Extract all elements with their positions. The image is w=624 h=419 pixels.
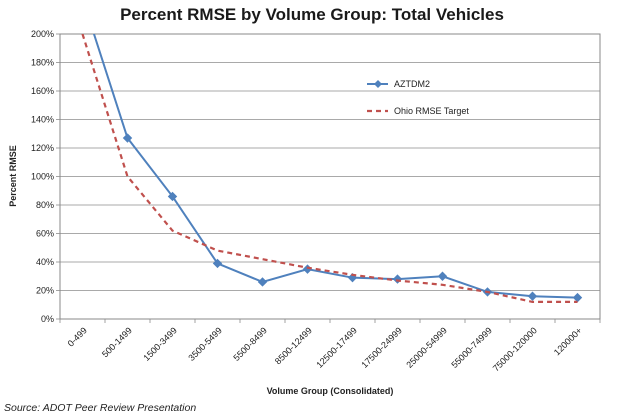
data-point (527, 291, 538, 301)
y-tick-label: 40% (36, 257, 54, 267)
chart-title: Percent RMSE by Volume Group: Total Vehi… (120, 5, 504, 24)
y-tick-label: 200% (31, 29, 54, 39)
source-caption: Source: ADOT Peer Review Presentation (4, 402, 197, 414)
x-tick-label: 25000-54999 (404, 325, 449, 370)
y-axis-ticks: 0% 20% 40% 60% 80% 100% 120% 140% 160% 180% 200% (31, 29, 60, 324)
x-axis-label: Volume Group (Consolidated) (267, 386, 394, 396)
x-tick-label: 17500-24999 (359, 325, 404, 370)
data-point (257, 277, 268, 287)
y-tick-label: 80% (36, 200, 54, 210)
data-point (122, 133, 133, 143)
x-tick-label: 5500-8499 (231, 325, 269, 363)
data-point (79, 0, 87, 2)
series-line-aztdm2 (92, 34, 578, 299)
legend-label: AZTDM2 (394, 79, 430, 89)
x-tick-label: 1500-3499 (141, 325, 179, 363)
x-tick-label: 12500-17499 (314, 325, 359, 370)
y-tick-label: 140% (31, 115, 54, 125)
x-axis-ticks: 0-499 500-1499 1500-3499 3500-5499 5500-8499… (59, 319, 601, 373)
data-point (437, 271, 448, 281)
data-point (392, 274, 403, 284)
x-tick-label: 75000-120000 (491, 325, 539, 373)
legend-label: Ohio RMSE Target (394, 106, 469, 116)
y-tick-label: 60% (36, 229, 54, 239)
data-point (212, 258, 223, 269)
line-chart: Percent RMSE by Volume Group: Total Vehi… (8, 0, 601, 396)
y-tick-label: 100% (31, 172, 54, 182)
y-tick-label: 20% (36, 286, 54, 296)
y-tick-label: 0% (41, 314, 54, 324)
y-tick-label: 120% (31, 143, 54, 153)
y-tick-label: 180% (31, 58, 54, 68)
data-point (167, 191, 178, 202)
gridlines (60, 33, 600, 320)
series-layer (79, 0, 583, 303)
y-axis-label: Percent RMSE (8, 145, 18, 207)
series-line-ohio-rmse-target (81, 34, 578, 303)
x-tick-label: 120000+ (552, 325, 584, 357)
data-point (572, 292, 583, 303)
x-tick-label: 55000-74999 (449, 325, 494, 370)
x-tick-label: 0-499 (66, 325, 89, 348)
x-tick-label: 8500-12499 (273, 325, 314, 366)
x-tick-label: 3500-5499 (186, 325, 224, 363)
x-tick-label: 500-1499 (100, 325, 134, 359)
legend: AZTDM2 Ohio RMSE Target (367, 79, 469, 116)
y-tick-label: 160% (31, 86, 54, 96)
legend-marker (374, 80, 382, 88)
